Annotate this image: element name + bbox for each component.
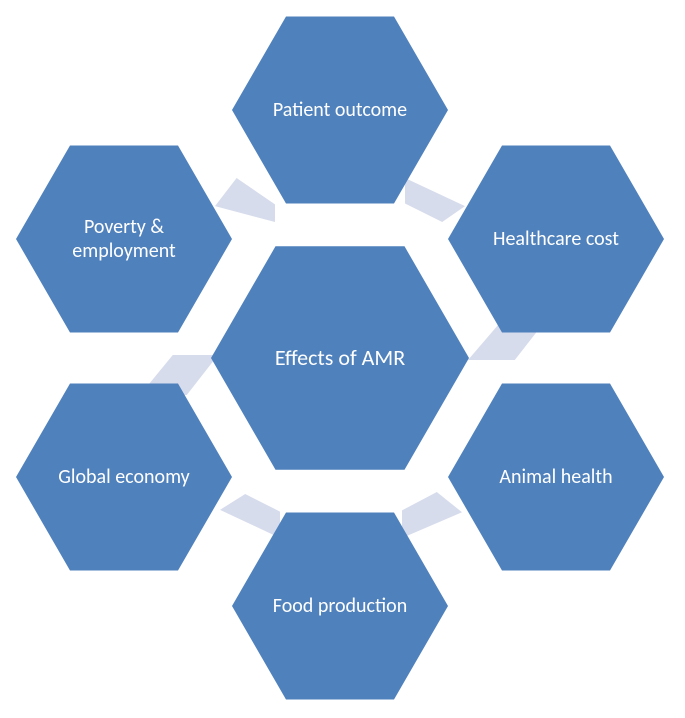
hex-animal-health: Animal health — [448, 369, 664, 585]
hex-label: Food production — [273, 594, 407, 618]
connector-patient-outcome — [405, 178, 465, 222]
hex-center-label: Effects of AMR — [275, 345, 405, 371]
hex-poverty-employment: Poverty & employment — [16, 131, 232, 347]
connector-animal-health — [402, 492, 462, 538]
hex-label: Patient outcome — [273, 98, 407, 122]
connector-food-production — [220, 494, 280, 538]
hex-center: Effects of AMR — [211, 229, 469, 487]
hex-healthcare-cost: Healthcare cost — [448, 131, 664, 347]
diagram-canvas: Effects of AMR Patient outcome Healthcar… — [0, 0, 685, 718]
hex-label: Poverty & employment — [34, 215, 214, 263]
hex-label: Global economy — [58, 465, 189, 489]
hex-label: Healthcare cost — [493, 227, 619, 251]
hex-global-economy: Global economy — [16, 369, 232, 585]
connector-poverty-employment — [215, 178, 275, 222]
hex-label: Animal health — [499, 465, 612, 489]
